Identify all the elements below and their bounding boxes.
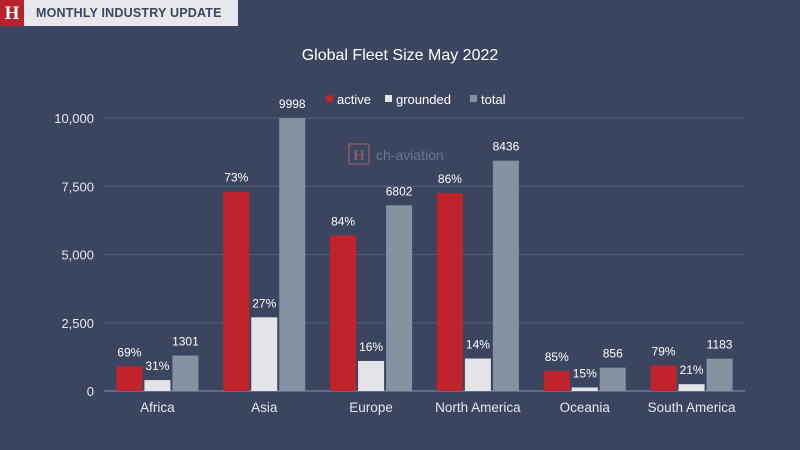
data-label-grounded: 14% <box>466 338 490 352</box>
x-tick-label: Europe <box>349 400 393 415</box>
data-label-active: 84% <box>331 214 355 228</box>
legend-label-total: total <box>481 92 506 107</box>
data-label-total: 9998 <box>279 97 306 111</box>
y-tick-label: 0 <box>87 384 94 399</box>
data-label-total: 8436 <box>493 140 520 154</box>
data-label-total: 1301 <box>172 334 199 348</box>
y-tick-label: 10,000 <box>54 111 94 126</box>
data-label-total: 6802 <box>386 184 413 198</box>
legend-swatch-active <box>326 95 333 102</box>
data-label-active: 73% <box>224 171 248 185</box>
data-label-grounded: 27% <box>252 296 276 310</box>
data-label-total: 1183 <box>707 338 733 352</box>
bar-grounded <box>251 317 278 391</box>
bar-total <box>386 205 413 391</box>
watermark-logo-icon <box>348 143 370 165</box>
bar-total <box>172 355 199 391</box>
bar-active <box>223 191 250 391</box>
ch-logo-icon: H <box>0 0 24 26</box>
legend-label-active: active <box>337 92 371 107</box>
watermark-logo-letter: H <box>353 148 365 164</box>
bar-active <box>436 193 463 391</box>
bar-active <box>330 235 357 391</box>
bar-total <box>279 118 306 392</box>
y-tick-label: 5,000 <box>61 248 94 263</box>
legend-swatch-grounded <box>385 95 392 102</box>
y-tick-label: 7,500 <box>61 179 94 194</box>
bar-total <box>492 160 519 391</box>
bar-grounded <box>144 380 171 391</box>
bar-total <box>599 367 626 391</box>
data-label-grounded: 31% <box>145 359 169 373</box>
data-label-total: 856 <box>603 347 623 361</box>
legend-swatch-total <box>470 95 477 102</box>
bar-grounded <box>464 358 491 391</box>
legend-label-grounded: grounded <box>396 92 451 107</box>
bar-grounded <box>358 360 385 391</box>
bar-grounded <box>678 384 705 391</box>
data-label-grounded: 16% <box>359 340 383 354</box>
bar-active <box>650 365 677 391</box>
x-tick-label: South America <box>648 400 736 415</box>
data-label-active: 85% <box>545 350 569 364</box>
x-tick-label: Oceania <box>560 400 611 415</box>
logo-letter: H <box>4 2 20 24</box>
data-label-grounded: 21% <box>680 363 704 377</box>
bar-total <box>706 358 733 391</box>
data-label-active: 69% <box>117 345 141 359</box>
x-tick-label: North America <box>435 400 521 415</box>
x-tick-label: Asia <box>251 400 278 415</box>
header-banner: H MONTHLY INDUSTRY UPDATE <box>0 0 238 26</box>
data-label-active: 86% <box>438 172 462 186</box>
data-label-active: 79% <box>652 344 676 358</box>
watermark-text: ch-aviation <box>376 147 444 163</box>
header-label: MONTHLY INDUSTRY UPDATE <box>24 0 238 26</box>
y-tick-label: 2,500 <box>61 316 94 331</box>
data-label-grounded: 15% <box>573 366 597 380</box>
x-tick-label: Africa <box>140 400 175 415</box>
bar-active <box>543 371 570 391</box>
bar-active <box>116 366 143 391</box>
bar-grounded <box>571 387 598 391</box>
chart-title: Global Fleet Size May 2022 <box>302 47 499 64</box>
